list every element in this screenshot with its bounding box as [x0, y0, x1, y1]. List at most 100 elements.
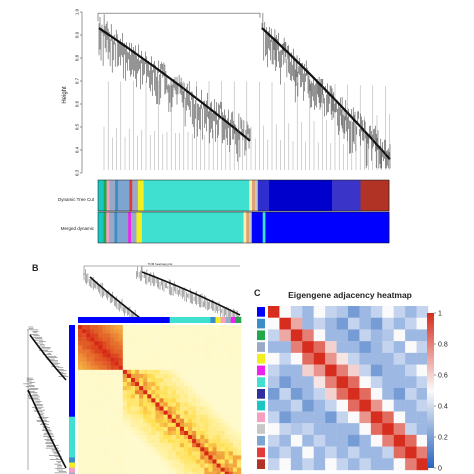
- panel-b-heatmap-cell: [179, 353, 185, 358]
- panel-b-heatmap-cell: [196, 451, 201, 456]
- panel-b-heatmap-cell: [90, 414, 95, 419]
- panel-b-heatmap-cell: [151, 386, 156, 391]
- panel-b-heatmap-cell: [204, 443, 209, 448]
- panel-b-heatmap-cell: [139, 345, 144, 350]
- panel-b-heatmap-cell: [106, 369, 111, 375]
- panel-c-heatmap-cell: [416, 388, 429, 400]
- panel-b-heatmap-cell: [98, 439, 103, 444]
- panel-c-heatmap-cell: [416, 399, 429, 412]
- panel-b-heatmap-cell: [179, 443, 185, 448]
- panel-b-heatmap-cell: [118, 345, 124, 350]
- panel-c-heatmap-cell: [290, 434, 303, 447]
- panel-b-heatmap-cell: [159, 333, 164, 338]
- panel-b-heatmap-cell: [143, 349, 148, 354]
- panel-b-heatmap-cell: [159, 349, 164, 354]
- panel-b-heatmap-cell: [175, 435, 181, 440]
- panel-b-heatmap-cell: [232, 382, 238, 387]
- panel-b-heatmap-cell: [114, 418, 119, 423]
- panel-b-heatmap-cell: [188, 443, 193, 448]
- panel-b-heatmap-cell: [110, 341, 115, 346]
- panel-b-heatmap-cell: [224, 349, 229, 354]
- panel-b-heatmap-cell: [143, 467, 148, 472]
- panel-b-heatmap-cell: [122, 414, 128, 419]
- panel-b-heatmap-cell: [188, 410, 193, 415]
- panel-b-heatmap-cell: [155, 426, 160, 432]
- panel-b-heatmap-cell: [130, 418, 136, 423]
- panel-b-heatmap-cell: [94, 329, 99, 334]
- panel-c-heatmap-cell: [370, 341, 383, 354]
- panel-b-heatmap-cell: [175, 382, 181, 387]
- panel-b-heatmap-cell: [220, 439, 225, 444]
- panel-b-heatmap-cell: [200, 386, 205, 391]
- panel-b-heatmap-cell: [155, 471, 160, 474]
- panel-b-heatmap-cell: [86, 333, 91, 338]
- panel-c-heatmap-cell: [279, 376, 292, 389]
- panel-b-heatmap-cell: [118, 333, 124, 338]
- panel-b-heatmap-cell: [175, 353, 181, 358]
- panel-b-heatmap-cell: [196, 329, 201, 334]
- panel-b-heatmap-cell: [163, 471, 168, 474]
- panel-b-heatmap-cell: [228, 435, 234, 440]
- panel-b-heatmap-cell: [114, 329, 119, 334]
- panel-c-heatmap-cell: [336, 364, 349, 377]
- panel-b-heatmap-cell: [188, 365, 193, 371]
- panel-b-heatmap-cell: [155, 455, 160, 460]
- panel-b-heatmap-cell: [102, 386, 107, 391]
- panel-b-heatmap-cell: [118, 382, 124, 387]
- panel-a-color-segment: [143, 180, 250, 211]
- panel-c-heatmap-cell: [325, 423, 337, 436]
- panel-c-heatmap-cell: [348, 399, 360, 412]
- panel-c-heatmap-cell: [336, 434, 349, 447]
- panel-b-heatmap-cell: [94, 418, 99, 423]
- panel-b-heatmap-cell: [192, 455, 197, 460]
- panel-b-heatmap-cell: [90, 357, 95, 362]
- panel-c-heatmap-cell: [302, 388, 314, 400]
- panel-b-heatmap-cell: [110, 439, 115, 444]
- panel-c-heatmap-cell: [313, 423, 326, 436]
- panel-b-heatmap-cell: [216, 357, 221, 362]
- panel-b-heatmap-cell: [106, 467, 111, 472]
- panel-b-heatmap-cell: [90, 439, 95, 444]
- panel-b-heatmap-cell: [122, 365, 128, 371]
- panel-b-heatmap-cell: [224, 377, 229, 383]
- panel-b-heatmap-cell: [86, 337, 91, 342]
- panel-b-heatmap-cell: [192, 459, 197, 464]
- panel-b-heatmap-cell: [82, 443, 87, 448]
- panel-c-heatmap-cell: [279, 458, 292, 471]
- panel-b-heatmap-cell: [155, 365, 160, 371]
- panel-b-heatmap-cell: [236, 373, 242, 379]
- panel-b-heatmap-cell: [163, 394, 168, 399]
- panel-b-left-module-bar: [69, 462, 75, 468]
- panel-b-heatmap-cell: [208, 369, 213, 375]
- panel-b-heatmap-cell: [86, 329, 91, 334]
- panel-b-heatmap-cell: [151, 455, 156, 460]
- panel-b-heatmap-cell: [171, 386, 176, 391]
- panel-b-heatmap-cell: [78, 357, 83, 362]
- panel-b-heatmap-cell: [78, 382, 83, 387]
- panel-b-heatmap-cell: [216, 467, 221, 472]
- panel-c-heatmap-cell: [268, 306, 280, 318]
- panel-b-heatmap-cell: [224, 463, 229, 468]
- panel-b-heatmap-cell: [175, 471, 181, 474]
- panel-b-heatmap-cell: [228, 398, 234, 403]
- panel-b-heatmap-cell: [204, 410, 209, 415]
- panel-b-heatmap-cell: [122, 361, 128, 366]
- panel-b-heatmap-cell: [98, 447, 103, 452]
- panel-b-heatmap-cell: [147, 451, 152, 456]
- panel-b-heatmap-cell: [122, 341, 128, 346]
- panel-b-heatmap-cell: [192, 361, 197, 366]
- panel-b-heatmap-cell: [196, 435, 201, 440]
- panel-b-heatmap-cell: [139, 369, 144, 375]
- panel-b-heatmap-cell: [224, 443, 229, 448]
- panel-c-heatmap-cell: [382, 434, 394, 447]
- panel-b-heatmap-cell: [232, 435, 238, 440]
- panel-b-heatmap-cell: [163, 467, 168, 472]
- panel-b-heatmap-cell: [228, 349, 234, 354]
- panel-b-heatmap-cell: [151, 422, 156, 428]
- panel-b-heatmap-cell: [220, 373, 225, 379]
- panel-b-heatmap-cell: [212, 426, 217, 432]
- panel-b-heatmap-cell: [196, 402, 201, 407]
- panel-c-heatmap-cell: [348, 364, 360, 377]
- panel-b-heatmap-cell: [110, 349, 115, 354]
- panel-b-heatmap-cell: [155, 467, 160, 472]
